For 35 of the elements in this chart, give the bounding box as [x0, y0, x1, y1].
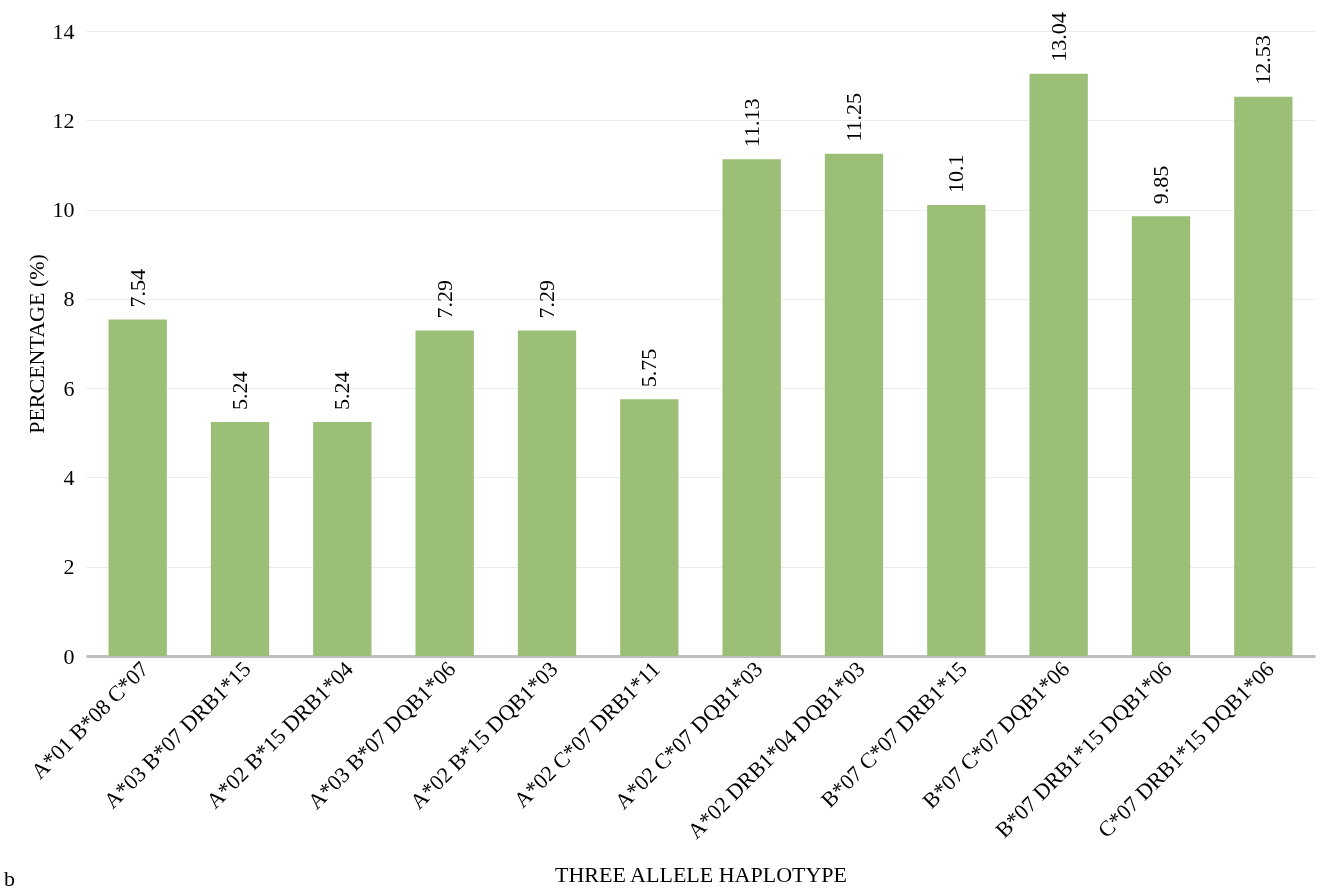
bar — [108, 319, 167, 656]
data-label: 12.53 — [1250, 35, 1276, 85]
data-label: 11.13 — [738, 98, 764, 148]
bar — [620, 399, 679, 656]
bar — [1234, 96, 1293, 656]
bar — [824, 153, 884, 656]
data-label: 5.24 — [329, 371, 355, 411]
data-label: 10.1 — [943, 154, 969, 194]
data-label: 5.24 — [227, 371, 253, 411]
bar — [1029, 73, 1088, 656]
x-axis-title: THREE ALLELE HAPLOTYPE — [554, 861, 848, 887]
y-tick-label: 2 — [63, 554, 75, 580]
bar — [927, 205, 986, 656]
data-label: 9.85 — [1147, 165, 1173, 205]
y-tick-label: 0 — [63, 643, 75, 669]
data-label: 5.75 — [636, 348, 662, 388]
bar — [1131, 216, 1191, 656]
data-label: 7.29 — [534, 280, 559, 319]
y-tick-label: 6 — [63, 375, 75, 401]
data-label: 7.54 — [124, 268, 150, 308]
bar — [210, 422, 270, 656]
text: b — [4, 866, 15, 891]
y-axis-title: PERCENTAGE (%) — [23, 254, 49, 434]
data-label: 13.04 — [1045, 12, 1071, 62]
data-label: 7.29 — [431, 280, 457, 319]
y-tick-label: 8 — [63, 286, 75, 312]
bar — [415, 330, 474, 656]
y-tick-label: 14 — [52, 18, 75, 44]
y-tick-label: 4 — [63, 464, 75, 490]
y-tick-label: 10 — [52, 197, 75, 223]
bar — [313, 422, 372, 656]
bar — [517, 330, 577, 656]
bar — [722, 159, 781, 656]
data-label: 11.25 — [841, 93, 866, 142]
y-tick-label: 12 — [52, 107, 75, 133]
